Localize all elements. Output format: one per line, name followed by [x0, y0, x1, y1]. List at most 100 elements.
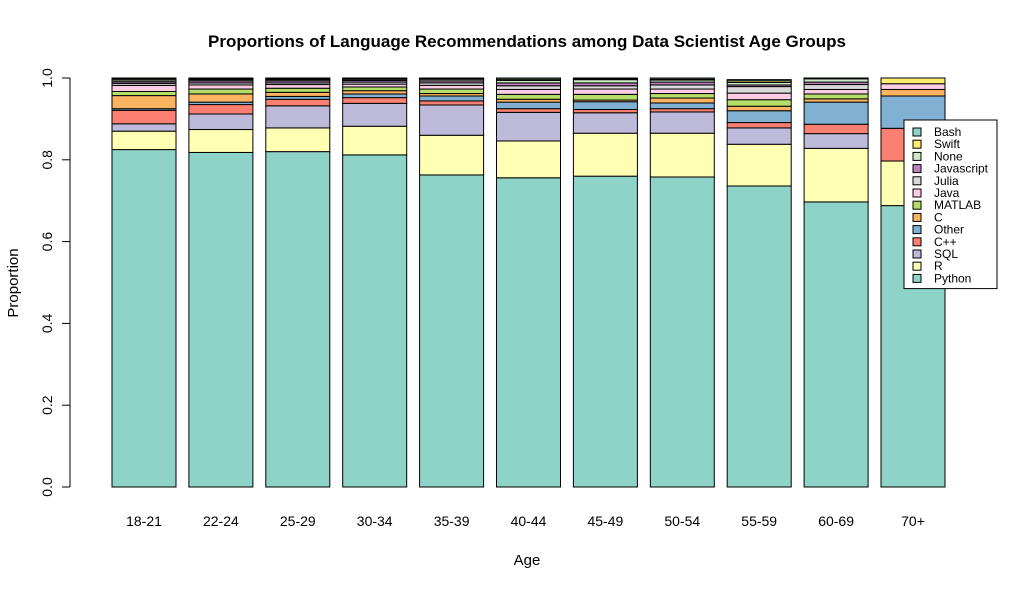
- bar-segment-java: [803, 88, 869, 95]
- legend-swatch: [912, 127, 922, 137]
- bar-segment-bash: [496, 77, 561, 80]
- bar-segment-other: [803, 101, 869, 125]
- bar-segment-c-: [188, 104, 254, 115]
- bar-segment-c: [111, 95, 177, 110]
- bar-segment-bash: [265, 77, 331, 80]
- legend-label: Javascript: [934, 162, 989, 176]
- bar-segment-python: [572, 175, 638, 488]
- bar-segment-sql: [265, 105, 331, 129]
- bar-segment-c-: [342, 97, 408, 104]
- bar-segment-other: [342, 93, 408, 99]
- bar-segment-c-: [111, 109, 177, 125]
- bar-segment-julia: [726, 86, 792, 94]
- x-axis-label: Age: [514, 552, 541, 569]
- bar-segment-matlab: [265, 87, 331, 93]
- bar-stack-30-34: [342, 77, 408, 488]
- x-tick-label: 30-34: [357, 513, 393, 529]
- bar-segment-swift: [880, 77, 946, 85]
- bar-segment-python: [188, 151, 254, 488]
- x-tick-label: 35-39: [434, 513, 470, 529]
- bar-segment-bash: [188, 77, 254, 80]
- bar-segment-sql: [111, 123, 177, 132]
- bar-segment-matlab: [803, 93, 869, 100]
- bar-stack-60-69: [803, 77, 869, 488]
- bar-segment-python: [726, 185, 792, 488]
- bar-segment-matlab: [572, 93, 638, 101]
- bar-segment-java: [496, 88, 561, 95]
- legend-label: C++: [934, 235, 957, 249]
- legend-swatch: [912, 237, 922, 247]
- legend-swatch: [912, 212, 922, 222]
- y-tick-label: 0.0: [39, 477, 55, 497]
- bar-segment-c-: [726, 122, 792, 129]
- bar-segment-matlab: [649, 93, 715, 99]
- bar-segment-r: [649, 132, 715, 178]
- bar-segment-julia: [496, 85, 561, 90]
- bar-segment-other: [726, 110, 792, 124]
- bar-segment-matlab: [726, 99, 792, 107]
- legend-swatch: [912, 249, 922, 259]
- bar-segment-matlab: [419, 88, 485, 95]
- bar-segment-matlab: [496, 93, 561, 100]
- legend-swatch: [912, 200, 922, 210]
- bar-segment-other: [572, 101, 638, 110]
- legend-label: R: [934, 259, 943, 273]
- bar-segment-c: [265, 91, 331, 97]
- x-tick-label: 55-59: [741, 513, 777, 529]
- bar-segment-c: [649, 97, 715, 104]
- bar-segment-matlab: [188, 88, 254, 95]
- bar-segment-java: [419, 84, 485, 90]
- legend-label: None: [934, 149, 963, 163]
- legend-swatch: [912, 139, 922, 149]
- bar-segment-other: [649, 102, 715, 110]
- y-tick-label: 0.8: [39, 150, 55, 170]
- legend-swatch: [912, 225, 922, 235]
- bar-segment-java: [649, 88, 715, 95]
- bar-segment-bash: [572, 77, 638, 80]
- bar-segment-sql: [572, 112, 638, 134]
- bar-segment-r: [342, 125, 408, 156]
- legend-swatch: [912, 273, 922, 283]
- bar-segment-sql: [419, 104, 485, 136]
- bar-segment-sql: [188, 113, 254, 131]
- bar-segment-python: [419, 174, 485, 488]
- bar-segment-r: [419, 134, 485, 176]
- bar-segment-java: [726, 92, 792, 101]
- bar-segment-bash: [726, 79, 792, 82]
- bar-segment-sql: [803, 133, 869, 149]
- legend-label: SQL: [934, 247, 958, 261]
- bar-stack-40-44: [496, 77, 561, 488]
- bar-segment-python: [265, 151, 331, 488]
- y-tick-label: 1.0: [39, 68, 55, 88]
- x-tick-label: 60-69: [818, 513, 854, 529]
- bar-segment-python: [803, 201, 869, 488]
- bar-segment-java: [111, 84, 177, 92]
- y-tick-label: 0.2: [39, 395, 55, 415]
- bar-segment-sql: [342, 102, 408, 127]
- bar-segment-python: [342, 154, 408, 488]
- bar-segment-r: [803, 147, 869, 203]
- bar-segment-c-: [419, 100, 485, 106]
- x-tick-label: 70+: [901, 513, 925, 529]
- y-tick-label: 0.4: [39, 313, 55, 333]
- bar-stack-45-49: [572, 77, 638, 488]
- bar-segment-julia: [649, 84, 715, 90]
- bar-segment-swift: [803, 77, 869, 80]
- bar-stack-22-24: [188, 77, 254, 488]
- bar-segment-python: [649, 176, 715, 488]
- y-axis: 0.0 0.2 0.4 0.6 0.8 1.0: [39, 68, 71, 497]
- legend-label: MATLAB: [934, 198, 981, 212]
- bar-segment-java: [188, 84, 254, 90]
- legend-label: Python: [934, 271, 971, 285]
- bar-segment-r: [496, 140, 561, 179]
- bar-segment-bash: [111, 77, 177, 80]
- bar-segment-sql: [726, 127, 792, 145]
- bar-segment-java: [880, 83, 946, 90]
- legend-label: Julia: [934, 174, 959, 188]
- bar-segment-python: [496, 177, 561, 488]
- bar-segment-java: [265, 84, 331, 89]
- x-tick-label: 22-24: [203, 513, 239, 529]
- bar-segment-julia: [803, 84, 869, 90]
- bar-stack-35-39: [419, 77, 485, 488]
